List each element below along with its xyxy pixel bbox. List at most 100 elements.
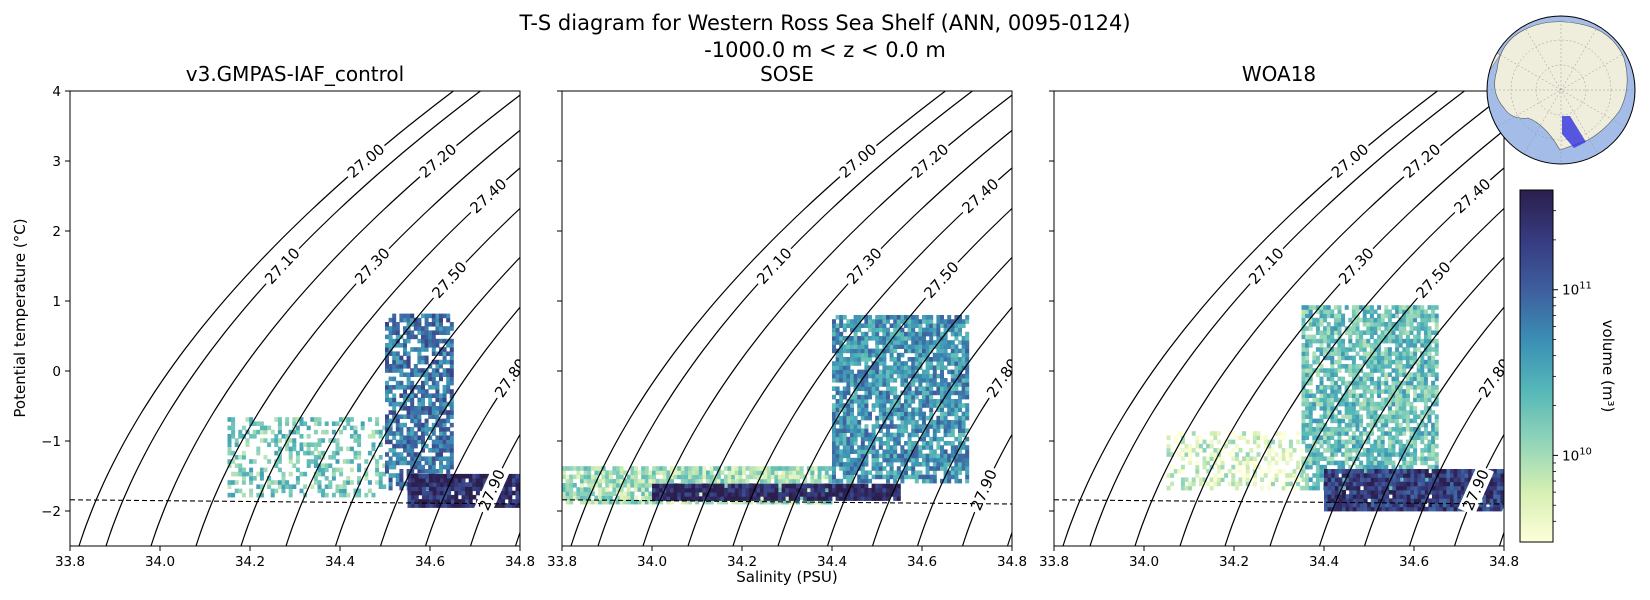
heatmap-cell (644, 491, 649, 496)
heatmap-cell (691, 474, 696, 480)
heatmap-cell (1252, 431, 1257, 436)
heatmap-cell (288, 492, 293, 498)
heatmap-cell (1369, 456, 1374, 461)
heatmap-cell (871, 331, 876, 337)
heatmap-cell (1351, 385, 1356, 390)
heatmap-cell (698, 466, 703, 471)
heatmap-cell (1385, 477, 1390, 482)
heatmap-cell (392, 418, 397, 424)
heatmap-cell (1349, 485, 1354, 491)
heatmap-cell (1319, 376, 1324, 382)
heatmap-cell (914, 336, 919, 341)
heatmap-cell (1385, 473, 1390, 478)
heatmap-cell (1202, 448, 1207, 453)
heatmap-cell (799, 474, 804, 480)
heatmap-cell (1323, 347, 1328, 352)
heatmap-cell (896, 457, 901, 463)
heatmap-cell (835, 407, 840, 412)
heatmap-cell (569, 491, 574, 496)
contour-label: 27.80 (983, 355, 1022, 401)
heatmap-cell (936, 319, 941, 324)
heatmap-cell (1334, 485, 1339, 491)
heatmap-cell (1301, 334, 1306, 340)
heatmap-cell (1231, 473, 1236, 478)
heatmap-cell (1398, 385, 1403, 390)
heatmap-cell (565, 491, 570, 496)
heatmap-cell (958, 441, 962, 446)
heatmap-cell (652, 499, 656, 505)
heatmap-cell (431, 322, 436, 327)
heatmap-cell (238, 463, 243, 468)
heatmap-cell (752, 474, 757, 480)
heatmap-cell (846, 441, 851, 446)
heatmap-cell (868, 323, 872, 328)
heatmap-cell (424, 322, 429, 327)
heatmap-cell (1434, 343, 1439, 348)
heatmap-cell (353, 438, 358, 443)
heatmap-cell (313, 459, 318, 464)
heatmap-cell (410, 427, 415, 432)
heatmap-cell (806, 487, 811, 492)
heatmap-cell (465, 482, 470, 487)
heatmap-cell (1377, 376, 1382, 382)
heatmap-cell (936, 399, 941, 404)
heatmap-cell (875, 331, 880, 337)
heatmap-cell (413, 460, 418, 466)
heatmap-cell (1366, 338, 1371, 344)
heatmap-cell (1380, 368, 1385, 373)
heatmap-cell (407, 486, 412, 492)
heatmap-cell (695, 483, 700, 489)
heatmap-cell (435, 397, 440, 403)
heatmap-cell (846, 348, 851, 354)
heatmap-cell (814, 487, 818, 493)
heatmap-cell (1256, 443, 1261, 449)
heatmap-cell (749, 470, 754, 475)
heatmap-cell (399, 406, 404, 411)
heatmap-cell (443, 486, 448, 492)
heatmap-cell (1405, 330, 1410, 335)
heatmap-cell (382, 484, 387, 489)
heatmap-cell (1345, 481, 1350, 487)
heatmap-cell (904, 466, 908, 471)
heatmap-cell (950, 369, 955, 375)
heatmap-cell (1188, 448, 1193, 453)
heatmap-cell (842, 323, 847, 328)
heatmap-cell (943, 462, 948, 467)
heatmap-cell (922, 373, 926, 379)
heatmap-cell (392, 368, 397, 373)
heatmap-cell (875, 357, 880, 362)
heatmap-cell (303, 442, 308, 447)
heatmap-cell (1344, 448, 1349, 453)
heatmap-cell (839, 369, 844, 375)
heatmap-cell (760, 492, 764, 497)
heatmap-cell (842, 462, 847, 467)
heatmap-cell (1366, 401, 1371, 407)
heatmap-cell (832, 474, 836, 480)
heatmap-cell (1281, 448, 1286, 453)
heatmap-cell (1405, 309, 1410, 314)
heatmap-cell (878, 378, 883, 383)
heatmap-cell (1351, 343, 1356, 348)
heatmap-cell (388, 481, 393, 487)
heatmap-cell (630, 483, 635, 488)
heatmap-cell (406, 397, 411, 403)
heatmap-cell (623, 491, 628, 496)
heatmap-cell (1305, 338, 1310, 344)
heatmap-cell (878, 327, 883, 333)
heatmap-cell (421, 330, 425, 335)
heatmap-cell (501, 494, 506, 500)
heatmap-cell (1301, 414, 1306, 419)
heatmap-cell (842, 327, 847, 333)
heatmap-cell (792, 483, 797, 489)
heatmap-cell (785, 474, 790, 480)
heatmap-cell (868, 319, 872, 324)
heatmap-cell (785, 466, 790, 471)
heatmap-cell (267, 484, 272, 489)
heatmap-cell (414, 473, 419, 479)
heatmap-cell (335, 484, 340, 489)
heatmap-cell (1377, 464, 1382, 470)
heatmap-cell (449, 439, 454, 445)
heatmap-cell (1366, 330, 1371, 335)
heatmap-cell (601, 491, 606, 496)
heatmap-cell (454, 490, 459, 496)
